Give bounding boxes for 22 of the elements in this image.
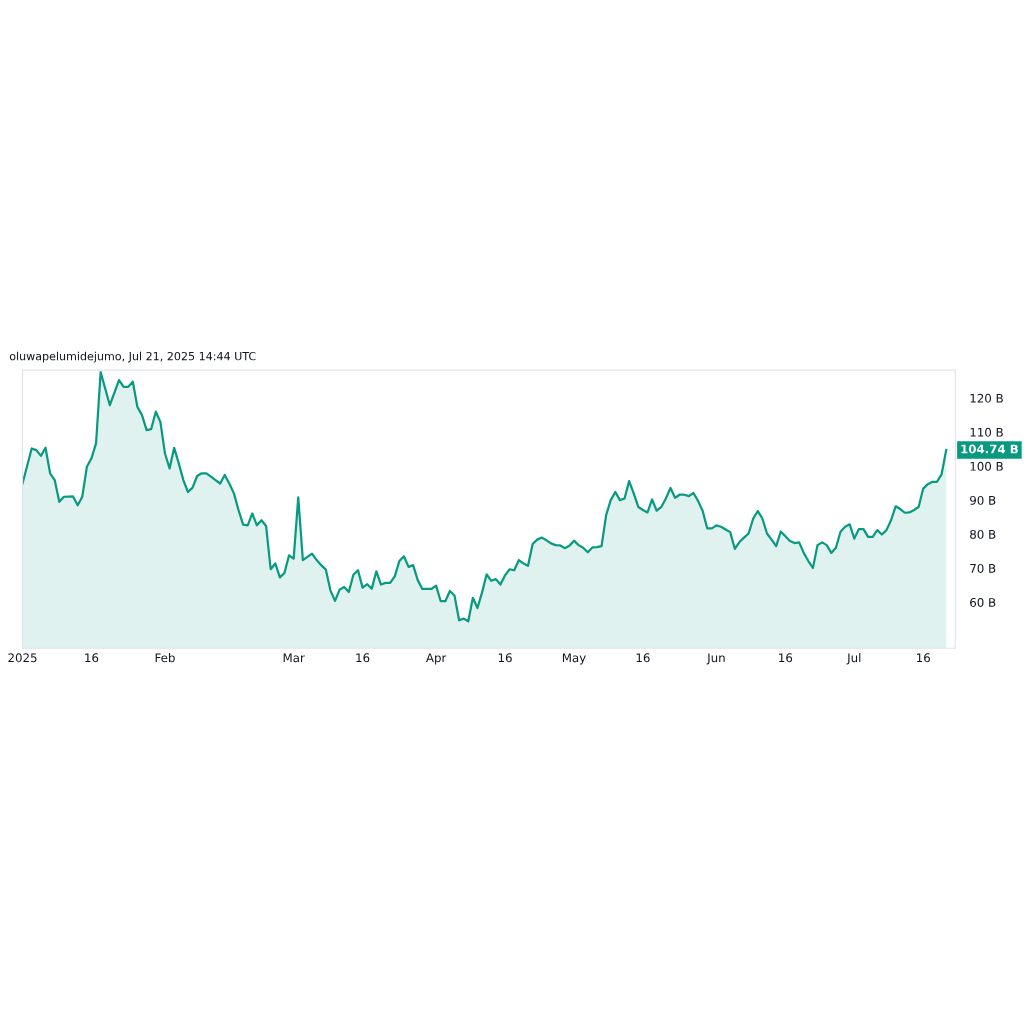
text: oluwapelumidejumo, Jul 21, 2025 14:44 UTC <box>9 351 256 363</box>
y-tick-label: 70 B <box>970 563 996 573</box>
x-tick-label: 16 <box>917 653 930 663</box>
x-tick-label: 16 <box>636 653 650 663</box>
annotation: 104.74 B <box>961 444 1018 454</box>
x-tick-label: 16 <box>85 653 99 663</box>
x-tick-label: 16 <box>356 653 370 663</box>
y-tick-label: 120 B <box>970 393 1003 403</box>
x-tick-label: 2025 <box>8 653 37 663</box>
x-tick-label: 16 <box>779 653 793 663</box>
x-tick-label: Mar <box>283 653 305 663</box>
x-tick-label: Jul <box>846 653 861 665</box>
y-tick-label: 110 B <box>970 427 1003 437</box>
x-tick-label: Feb <box>155 653 175 663</box>
x-tick-label: 16 <box>498 653 512 663</box>
y-tick-label: 80 B <box>970 529 996 539</box>
y-tick-label: 90 B <box>970 495 996 505</box>
x-tick-label: May <box>562 653 586 665</box>
x-tick-label: Apr <box>425 653 447 665</box>
x-tick-label: Jun <box>706 653 725 665</box>
y-tick-label: 60 B <box>970 597 996 607</box>
y-tick-label: 100 B <box>970 461 1003 471</box>
